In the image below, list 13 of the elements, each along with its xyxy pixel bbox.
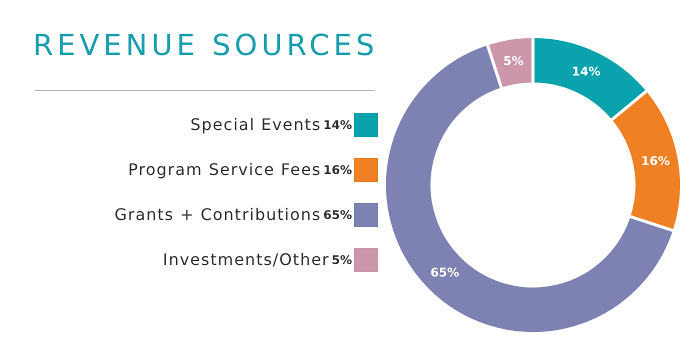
data-label: 5% <box>503 54 524 68</box>
chart-title: REVENUE SOURCES <box>33 28 378 62</box>
data-label: 65% <box>323 208 352 222</box>
text: 16% <box>323 162 352 176</box>
legend-label: Investments/Other <box>162 250 330 269</box>
legend-label: Special Events <box>189 115 322 134</box>
text: 5% <box>332 252 352 266</box>
legend-label: Grants + Contributions <box>113 205 322 224</box>
data-label: 16% <box>641 154 670 168</box>
legend-label: Program Service Fees <box>127 160 322 179</box>
text: 65% <box>430 265 460 280</box>
text: 14% <box>323 118 352 132</box>
data-label: 14% <box>572 64 600 78</box>
